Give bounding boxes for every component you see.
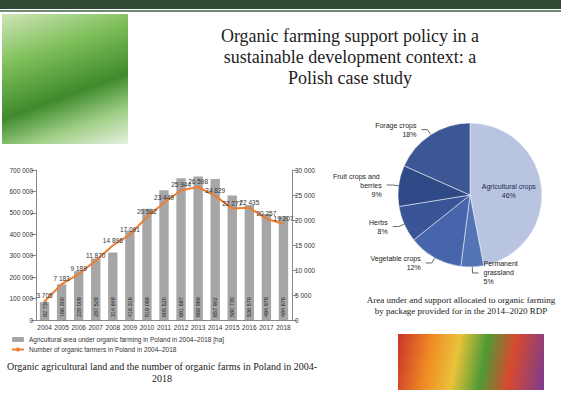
svg-text:314 848: 314 848 <box>110 297 116 317</box>
svg-text:2016: 2016 <box>242 324 257 331</box>
svg-text:536 579: 536 579 <box>246 297 252 317</box>
svg-text:19 207: 19 207 <box>274 215 294 222</box>
svg-text:23 449: 23 449 <box>154 194 174 201</box>
svg-text:657 902: 657 902 <box>212 297 218 317</box>
svg-text:0: 0 <box>295 317 299 324</box>
svg-text:287 529: 287 529 <box>93 297 99 317</box>
svg-text:11 870: 11 870 <box>86 252 106 259</box>
svg-text:25 000: 25 000 <box>295 192 315 199</box>
svg-text:9 189: 9 189 <box>71 265 88 272</box>
svg-text:661 687: 661 687 <box>178 297 184 317</box>
svg-text:grassland: grassland <box>484 269 514 277</box>
html-text:Organic agricultural land and: Organic agricultural land and the number… <box>6 361 317 384</box>
svg-text:Herbs: Herbs <box>369 219 388 226</box>
svg-text:46%: 46% <box>502 192 516 199</box>
svg-text:9%: 9% <box>372 191 382 198</box>
svg-text:25 944: 25 944 <box>171 181 191 189</box>
svg-text:Fruit crops and: Fruit crops and <box>333 173 382 181</box>
svg-text:669 969: 669 969 <box>195 297 201 317</box>
svg-text:2015: 2015 <box>225 324 240 331</box>
svg-text:2009: 2009 <box>123 324 138 331</box>
svg-text:Agricultural area under organi: Agricultural area under organic farming … <box>29 336 224 344</box>
svg-text:22 435: 22 435 <box>239 199 259 206</box>
svg-text:24 829: 24 829 <box>205 187 225 194</box>
svg-text:30 000: 30 000 <box>295 167 315 174</box>
svg-text:Number of organic farmers in P: Number of organic farmers in Poland in 2… <box>29 346 177 354</box>
svg-text:580 730: 580 730 <box>229 297 235 317</box>
svg-text:228 009: 228 009 <box>76 297 82 317</box>
svg-text:400 000: 400 000 <box>10 231 34 238</box>
svg-text:20 582: 20 582 <box>137 208 157 215</box>
svg-text:18%: 18% <box>402 131 416 138</box>
svg-text:2004: 2004 <box>37 324 52 331</box>
svg-text:2012: 2012 <box>174 324 189 331</box>
svg-text:605 520: 605 520 <box>161 297 167 317</box>
svg-text:600 000: 600 000 <box>10 188 34 195</box>
svg-text:2017: 2017 <box>259 324 274 331</box>
svg-text:Permanent: Permanent <box>484 260 520 267</box>
svg-text:15 000: 15 000 <box>295 242 315 249</box>
svg-text:20 000: 20 000 <box>295 217 315 224</box>
svg-text:2006: 2006 <box>71 324 86 331</box>
svg-text:2007: 2007 <box>88 324 103 331</box>
svg-text:300 000: 300 000 <box>10 252 34 259</box>
svg-text:5 000: 5 000 <box>295 292 312 299</box>
svg-text:416 316: 416 316 <box>127 297 133 317</box>
svg-text:berries: berries <box>360 182 382 189</box>
svg-text:3 705: 3 705 <box>36 292 53 299</box>
svg-text:494 979: 494 979 <box>263 297 269 317</box>
svg-text:2010: 2010 <box>140 324 155 331</box>
svg-text:200 000: 200 000 <box>10 274 34 281</box>
svg-text:22 277: 22 277 <box>222 199 243 207</box>
svg-text:2018: 2018 <box>276 324 291 331</box>
svg-text:Agricultural crops: Agricultural crops <box>482 183 537 191</box>
html-text:Area under and support allocat: Area under and support allocated to orga… <box>366 295 556 316</box>
svg-text:2008: 2008 <box>106 324 121 331</box>
svg-text:2011: 2011 <box>157 324 171 331</box>
svg-text:500 000: 500 000 <box>10 209 34 216</box>
svg-text:2014: 2014 <box>208 324 223 331</box>
svg-text:2005: 2005 <box>54 324 69 331</box>
svg-text:12%: 12% <box>407 264 421 271</box>
svg-text:2013: 2013 <box>191 324 206 331</box>
svg-text:519 068: 519 068 <box>144 297 150 317</box>
svg-text:7 183: 7 183 <box>53 275 70 282</box>
svg-text:10 000: 10 000 <box>295 267 315 274</box>
svg-text:82 730: 82 730 <box>42 300 48 317</box>
svg-text:5%: 5% <box>484 278 494 285</box>
svg-text:Vegetable crops: Vegetable crops <box>371 255 422 263</box>
svg-text:0: 0 <box>29 317 33 324</box>
html-text:Organic farming support policy: Organic farming support policy in a sust… <box>220 26 479 88</box>
svg-text:26 598: 26 598 <box>188 178 208 185</box>
svg-text:166 300: 166 300 <box>59 297 65 317</box>
svg-text:100 000: 100 000 <box>10 295 34 302</box>
svg-text:700 000: 700 000 <box>10 167 34 174</box>
svg-text:484 676: 484 676 <box>280 297 286 317</box>
svg-text:20 257: 20 257 <box>256 209 277 217</box>
svg-text:14 896: 14 896 <box>103 237 123 244</box>
svg-text:Forage crops: Forage crops <box>375 122 417 130</box>
svg-text:17 091: 17 091 <box>120 226 140 233</box>
svg-text:8%: 8% <box>378 228 388 235</box>
